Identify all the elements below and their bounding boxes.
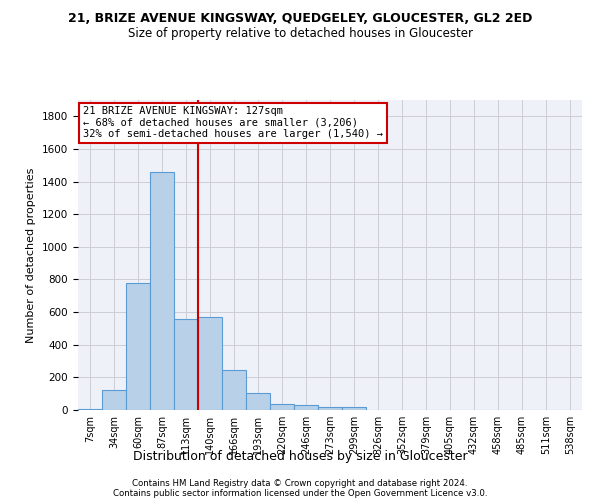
Bar xyxy=(78,408,102,410)
Bar xyxy=(270,404,294,410)
Bar xyxy=(150,172,174,410)
Bar xyxy=(174,318,198,410)
Text: 21 BRIZE AVENUE KINGSWAY: 127sqm
← 68% of detached houses are smaller (3,206)
32: 21 BRIZE AVENUE KINGSWAY: 127sqm ← 68% o… xyxy=(83,106,383,140)
Text: Contains HM Land Registry data © Crown copyright and database right 2024.: Contains HM Land Registry data © Crown c… xyxy=(132,478,468,488)
Bar xyxy=(318,406,342,410)
Bar xyxy=(126,282,150,410)
Bar xyxy=(102,390,126,410)
Text: Size of property relative to detached houses in Gloucester: Size of property relative to detached ho… xyxy=(128,28,473,40)
Bar xyxy=(342,407,366,410)
Bar xyxy=(294,406,318,410)
Y-axis label: Number of detached properties: Number of detached properties xyxy=(26,168,37,342)
Text: Contains public sector information licensed under the Open Government Licence v3: Contains public sector information licen… xyxy=(113,488,487,498)
Text: Distribution of detached houses by size in Gloucester: Distribution of detached houses by size … xyxy=(133,450,467,463)
Text: 21, BRIZE AVENUE KINGSWAY, QUEDGELEY, GLOUCESTER, GL2 2ED: 21, BRIZE AVENUE KINGSWAY, QUEDGELEY, GL… xyxy=(68,12,532,26)
Bar xyxy=(246,393,270,410)
Bar xyxy=(198,317,222,410)
Bar xyxy=(222,370,246,410)
